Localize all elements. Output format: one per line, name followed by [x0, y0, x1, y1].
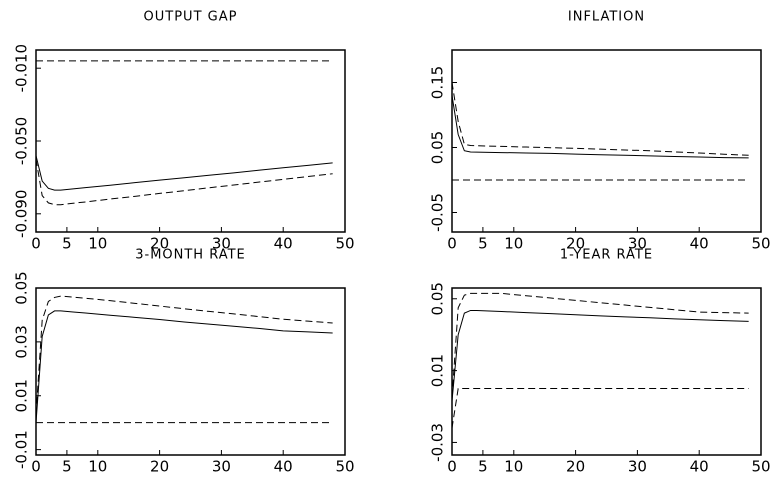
x-tick-label: 50 — [335, 458, 354, 476]
y-tick-label: -0.090 — [13, 190, 31, 238]
x-tick-label: 40 — [274, 235, 293, 253]
x-tick-label: 40 — [274, 458, 293, 476]
plot-frame — [451, 287, 762, 456]
x-tick-label: 30 — [628, 458, 647, 476]
x-tick-label: 0 — [447, 458, 457, 476]
series-line — [451, 95, 749, 159]
x-tick-label: 0 — [447, 235, 457, 253]
y-tick-label: 0.15 — [429, 66, 447, 99]
x-tick-label: 5 — [478, 458, 488, 476]
x-tick-label: 5 — [62, 235, 72, 253]
plot-frame — [35, 49, 346, 233]
chart-title: 1-YEAR RATE — [560, 248, 653, 263]
y-tick-label: 0.05 — [13, 271, 31, 304]
x-tick-label: 10 — [504, 458, 523, 476]
chart-title: INFLATION — [568, 10, 645, 25]
x-tick-label: 20 — [566, 235, 585, 253]
x-tick-label: 5 — [478, 235, 488, 253]
y-tick-label: -0.01 — [13, 430, 31, 469]
y-tick-label: 0.01 — [13, 379, 31, 412]
series-line — [451, 292, 749, 398]
x-tick-label: 20 — [150, 235, 169, 253]
y-tick-label: 0.05 — [429, 282, 447, 315]
y-tick-label: -0.010 — [13, 44, 31, 92]
x-tick-label: 50 — [335, 235, 354, 253]
x-tick-label: 30 — [212, 235, 231, 253]
series-line — [451, 309, 749, 402]
chart-title: 3-MONTH RATE — [135, 248, 246, 263]
x-tick-label: 30 — [212, 458, 231, 476]
y-tick-label: -0.03 — [429, 423, 447, 462]
y-tick-label: 0.03 — [13, 325, 31, 358]
plot-frame — [451, 49, 762, 233]
x-tick-label: 10 — [88, 235, 107, 253]
x-tick-label: 20 — [150, 458, 169, 476]
y-tick-label: 0.01 — [429, 354, 447, 387]
x-tick-label: 50 — [751, 458, 770, 476]
x-tick-label: 0 — [31, 458, 41, 476]
x-tick-label: 10 — [88, 458, 107, 476]
series-line — [35, 155, 333, 191]
x-tick-label: 40 — [690, 235, 709, 253]
series-line — [451, 82, 749, 156]
x-tick-label: 30 — [628, 235, 647, 253]
x-tick-label: 10 — [504, 235, 523, 253]
x-tick-label: 50 — [751, 235, 770, 253]
y-tick-label: -0.050 — [13, 117, 31, 165]
plot-frame — [35, 287, 346, 456]
x-tick-label: 40 — [690, 458, 709, 476]
series-line — [451, 388, 749, 429]
series-line — [35, 310, 333, 423]
series-line — [35, 159, 333, 206]
x-tick-label: 0 — [31, 235, 41, 253]
y-tick-label: 0.05 — [429, 131, 447, 164]
chart-title: OUTPUT GAP — [144, 10, 238, 25]
x-tick-label: 5 — [62, 458, 72, 476]
series-line — [35, 295, 333, 415]
y-tick-label: -0.05 — [429, 193, 447, 232]
x-tick-label: 20 — [566, 458, 585, 476]
